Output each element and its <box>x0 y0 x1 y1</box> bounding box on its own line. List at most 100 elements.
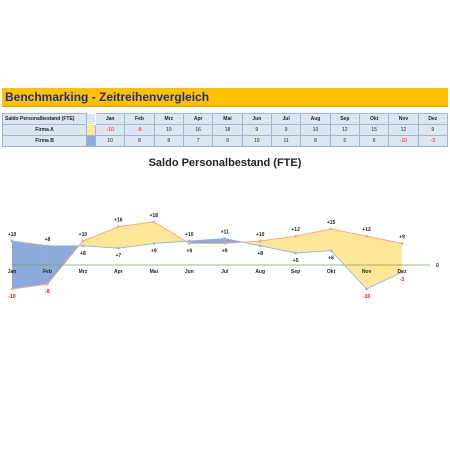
table-cell[interactable]: 9 <box>212 135 243 147</box>
difference-fill <box>82 226 119 249</box>
data-point <box>10 239 14 243</box>
table-cell[interactable]: 7 <box>182 135 214 147</box>
data-point <box>400 270 404 274</box>
table-cell[interactable]: -3 <box>417 135 449 147</box>
data-point <box>46 282 49 286</box>
category-label: Feb <box>43 269 52 275</box>
table-cell[interactable]: -10 <box>388 135 419 147</box>
data-point <box>81 244 85 248</box>
series-swatch-firma-b <box>86 135 96 147</box>
month-header[interactable]: Okt <box>358 113 390 125</box>
difference-fill <box>47 245 79 285</box>
category-label: Sep <box>291 269 300 275</box>
table-cell[interactable]: 9 <box>417 124 449 136</box>
data-point <box>400 242 404 245</box>
data-label: +11 <box>221 230 229 236</box>
category-label: Aug <box>255 269 265 275</box>
data-label: +10 <box>79 232 88 238</box>
table-cell[interactable]: 11 <box>270 135 302 147</box>
chart-title: Saldo Personalbestand (FTE) <box>149 157 302 169</box>
month-header[interactable]: Dez <box>417 113 449 125</box>
data-point <box>329 249 333 252</box>
category-label: Apr <box>114 269 123 275</box>
data-label: +7 <box>116 253 122 259</box>
table-row-firma-b: Firma B 10 8 8 7 9 10 11 8 5 6 -10 -3 <box>2 135 449 147</box>
category-label: Mrz <box>79 269 88 275</box>
data-label: +5 <box>293 258 299 264</box>
difference-fill <box>295 229 332 253</box>
data-label: -8 <box>45 289 50 295</box>
data-label: +9 <box>151 248 157 254</box>
data-point <box>258 244 262 248</box>
zero-label: 0 <box>436 263 439 269</box>
table-corner-label: Saldo Personalbestand (FTE) <box>2 113 87 125</box>
data-point <box>294 251 297 255</box>
series-swatch-firma-a <box>86 124 96 136</box>
table-cell[interactable]: 12 <box>388 124 419 136</box>
table-cell[interactable]: -8 <box>124 124 155 136</box>
data-point <box>294 234 297 238</box>
data-point <box>187 242 191 245</box>
data-label: +6 <box>328 256 334 262</box>
difference-fill <box>189 238 225 244</box>
data-label: +9 <box>399 234 405 240</box>
data-label: +16 <box>114 218 123 224</box>
month-header[interactable]: Sep <box>329 113 360 125</box>
table-cell[interactable]: 9 <box>270 124 302 136</box>
data-point <box>223 237 227 240</box>
table-cell[interactable]: 8 <box>153 135 184 147</box>
month-header[interactable]: Apr <box>182 113 214 125</box>
table-cell[interactable]: 9 <box>241 124 272 136</box>
table-cell[interactable]: 15 <box>358 124 390 136</box>
difference-fill <box>260 236 296 253</box>
month-header[interactable]: Jan <box>94 113 126 125</box>
table-cell[interactable]: 12 <box>329 124 360 136</box>
table-cell[interactable]: 6 <box>358 135 390 147</box>
series-line <box>11 221 403 290</box>
month-header[interactable]: Jul <box>270 113 302 125</box>
data-labels-group: -10 -8 +10 +16 +18 +9 +9 +10 +12 +15 +12 +9 +10 +8 +8 +… <box>8 213 405 300</box>
difference-fill <box>118 221 154 249</box>
data-label: +10 <box>185 232 194 238</box>
row-label-firma-a[interactable]: Firma A <box>2 124 87 136</box>
table-cell[interactable]: 5 <box>329 135 360 147</box>
title-banner: Benchmarking - Zeitreihenvergleich <box>2 88 448 107</box>
table-row-firma-a: Firma A -10 -8 10 16 18 9 9 10 12 15 12 … <box>2 124 449 136</box>
data-point <box>10 287 14 291</box>
data-point <box>329 227 333 231</box>
table-cell[interactable]: 18 <box>212 124 243 136</box>
data-point <box>117 225 120 228</box>
difference-fill <box>366 236 402 289</box>
table-cell[interactable]: 10 <box>153 124 184 136</box>
category-label: Mai <box>150 269 159 275</box>
table-cell[interactable]: 10 <box>241 135 272 147</box>
table-cell[interactable]: 8 <box>124 135 155 147</box>
category-label: Jan <box>8 269 17 275</box>
row-label-firma-b[interactable]: Firma B <box>2 135 87 147</box>
difference-fill <box>331 229 367 289</box>
category-labels-group: Jan Feb Mrz Apr Mai Jun Jul Aug Sep Okt Nov Dez <box>8 269 407 275</box>
data-points-group <box>10 220 404 291</box>
month-header[interactable]: Feb <box>124 113 155 125</box>
data-label: +8 <box>45 237 51 243</box>
data-point <box>187 239 191 243</box>
month-header[interactable]: Aug <box>300 113 331 125</box>
data-point <box>117 246 120 250</box>
month-header[interactable]: Mai <box>212 113 243 125</box>
table-cell[interactable]: 8 <box>300 135 331 147</box>
data-point <box>258 239 262 243</box>
table-cell[interactable]: 16 <box>182 124 214 136</box>
month-header[interactable]: Jun <box>241 113 272 125</box>
category-label: Dez <box>398 269 407 275</box>
table-cell[interactable]: 10 <box>300 124 331 136</box>
month-header[interactable]: Nov <box>388 113 419 125</box>
month-header[interactable]: Mrz <box>153 113 184 125</box>
table-cell[interactable]: -10 <box>94 124 126 136</box>
data-label: +10 <box>256 232 265 238</box>
category-label: Okt <box>327 269 336 275</box>
table-cell[interactable]: 10 <box>94 135 126 147</box>
category-label: Jul <box>221 269 229 275</box>
series-lines-group <box>11 221 403 290</box>
data-label: +8 <box>257 251 263 257</box>
